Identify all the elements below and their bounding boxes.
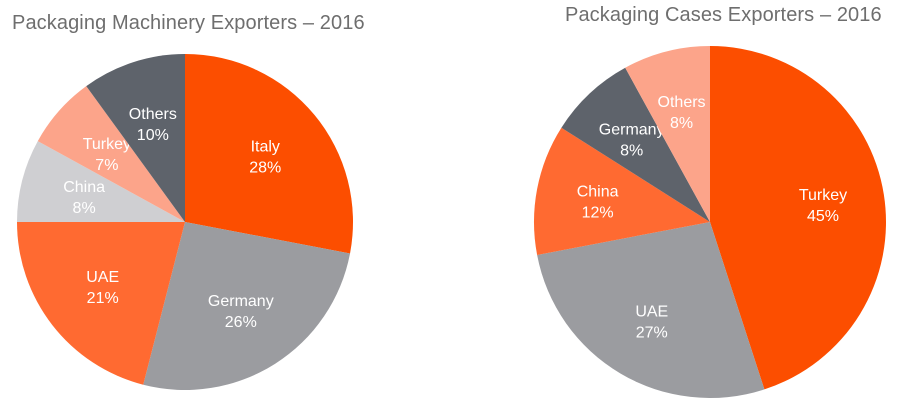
slice-label-china: China 8%	[63, 179, 105, 217]
slice-label-germany: Germany 26%	[208, 293, 274, 331]
slice-value-label: 7%	[95, 157, 118, 174]
slice-category-label: Turkey	[799, 187, 847, 204]
chart-title-cases: Packaging Cases Exporters – 2016	[565, 4, 882, 26]
slice-category-label: Germany	[208, 293, 274, 310]
slice-label-turkey: Turkey 45%	[799, 187, 847, 225]
pie-slice-uae	[17, 222, 185, 385]
slice-value-label: 8%	[620, 143, 643, 160]
slice-category-label: China	[63, 179, 105, 196]
slice-label-turkey: Turkey 7%	[83, 136, 131, 174]
slice-category-label: UAE	[86, 269, 119, 286]
chart-title-machinery: Packaging Machinery Exporters – 2016	[12, 12, 365, 34]
slice-value-label: 21%	[87, 290, 119, 307]
pie-chart-machinery: Italy 28% Germany 26% UAE 21% China 8% Turkey 7% O…	[17, 54, 353, 391]
pie-slice-china	[17, 141, 185, 222]
slice-category-label: China	[577, 184, 619, 201]
pie-slice-china	[534, 127, 710, 255]
slice-value-label: 8%	[670, 115, 693, 132]
slice-label-italy: Italy 28%	[249, 139, 281, 177]
slice-category-label: Italy	[251, 139, 280, 156]
slice-label-uae: UAE 21%	[86, 269, 119, 307]
slice-category-label: Turkey	[83, 136, 131, 153]
slice-category-label: Others	[658, 94, 706, 111]
pie-slice-turkey	[710, 45, 887, 390]
slice-value-label: 12%	[582, 205, 614, 222]
slice-label-others: Others 8%	[658, 94, 706, 132]
pie-slice-turkey	[37, 86, 185, 222]
slice-value-label: 10%	[137, 127, 169, 144]
slice-value-label: 8%	[73, 200, 96, 217]
pie-slice-italy	[185, 54, 353, 254]
slice-label-others: Others 10%	[129, 106, 177, 144]
slice-label-germany: Germany 8%	[599, 122, 665, 160]
slice-value-label: 26%	[225, 314, 257, 331]
pie-slice-germany	[143, 222, 351, 391]
slice-category-label: UAE	[635, 303, 668, 320]
pie-chart-cases: Turkey 45% UAE 27% China 12% Germany 8% Others 8%	[534, 45, 887, 399]
slice-label-uae: UAE 27%	[635, 303, 668, 341]
slice-value-label: 45%	[807, 208, 839, 225]
slice-value-label: 27%	[636, 324, 668, 341]
slice-category-label: Germany	[599, 122, 665, 139]
pie-slice-germany	[561, 67, 710, 223]
slice-category-label: Others	[129, 106, 177, 123]
pie-slice-uae	[537, 222, 765, 399]
pie-slice-others	[86, 54, 185, 222]
slice-label-china: China 12%	[577, 184, 619, 222]
pie-slice-others	[625, 46, 710, 222]
slice-value-label: 28%	[249, 160, 281, 177]
